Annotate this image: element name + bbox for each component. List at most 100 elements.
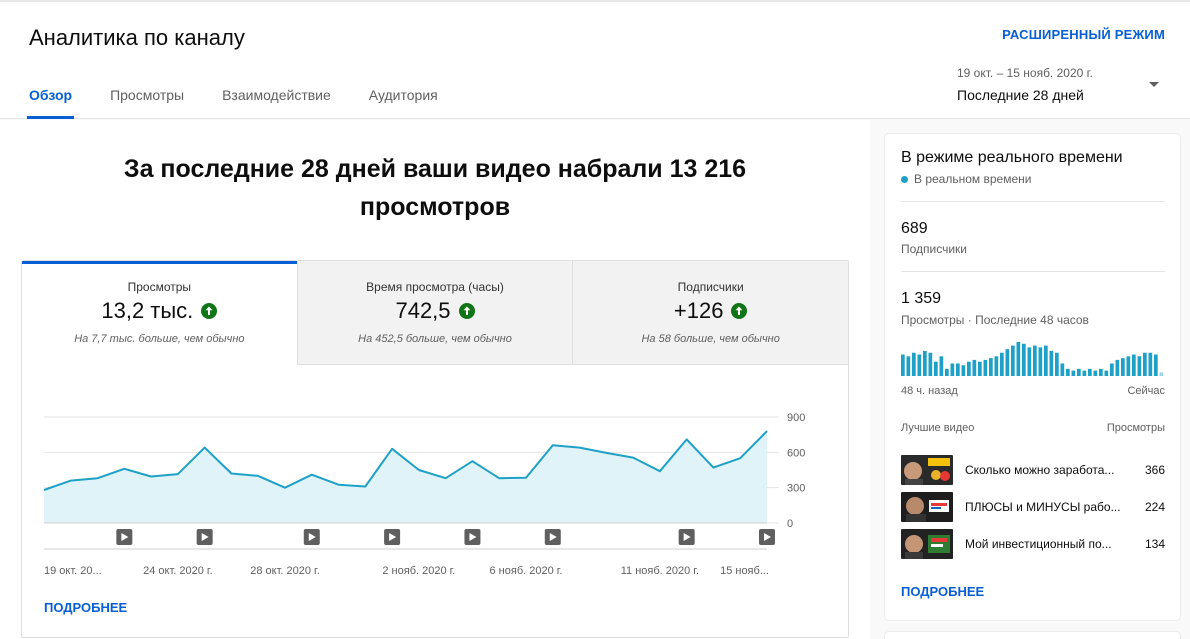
hourly-bar xyxy=(1148,352,1153,376)
hourly-bar xyxy=(978,361,982,376)
realtime-more-button[interactable]: ПОДРОБНЕЕ xyxy=(901,584,985,599)
arrow-up-icon xyxy=(458,303,475,319)
hourly-bar xyxy=(1159,372,1164,376)
hourly-bar xyxy=(1055,352,1059,376)
hourly-bar xyxy=(1066,368,1070,376)
views-column-label: Просмотры xyxy=(1106,422,1165,434)
tab-engagement[interactable]: Взаимодействие xyxy=(222,87,331,103)
metric-label: Время просмотра (часы) xyxy=(366,280,504,294)
metric-label: Просмотры xyxy=(127,280,192,294)
hourly-bar xyxy=(1104,370,1109,376)
metrics-card: Просмотры 13,2 тыс. На 7,7 тыс. больше, … xyxy=(21,260,849,638)
x-tick-label: 2 нояб. 2020 г. xyxy=(382,565,455,577)
hourly-bar xyxy=(1143,352,1147,376)
hourly-bar xyxy=(967,361,971,376)
main-panel: За последние 28 дней ваши видео набрали … xyxy=(0,120,870,639)
hourly-bar xyxy=(906,356,911,376)
hourly-bar xyxy=(928,352,933,376)
hourly-bar xyxy=(1093,370,1098,376)
x-tick-label: 15 нояб... xyxy=(720,565,769,577)
header: Аналитика по каналу РАСШИРЕННЫЙ РЕЖИМ Об… xyxy=(0,0,1190,119)
subscribers-count: 689 xyxy=(901,220,928,237)
secondary-panel xyxy=(885,632,1180,639)
metric-tab-views[interactable]: Просмотры 13,2 тыс. На 7,7 тыс. больше, … xyxy=(22,261,298,365)
hourly-bar xyxy=(912,352,916,376)
play-icon xyxy=(549,533,557,541)
video-views: 366 xyxy=(1144,463,1165,477)
hourly-views-chart[interactable] xyxy=(901,342,1165,376)
period-selector[interactable]: 19 окт. – 15 нояб. 2020 г. Последние 28 … xyxy=(957,66,1167,103)
hourly-bar xyxy=(1011,345,1015,376)
hourly-bar xyxy=(1049,350,1054,376)
views-label: Просмотры · Последние 48 часов xyxy=(901,313,1089,327)
top-divider xyxy=(0,0,1190,2)
video-thumbnail xyxy=(901,529,953,559)
hourly-bar xyxy=(945,368,949,376)
tab-audience[interactable]: Аудитория xyxy=(368,87,438,103)
hourly-bar xyxy=(1099,368,1103,376)
period-range: 19 окт. – 15 нояб. 2020 г. xyxy=(957,66,1093,80)
metric-note: На 452,5 больше, чем обычно xyxy=(358,333,512,345)
views-chart[interactable]: 0 300 600 900 19 окт. 20... 24 окт. 2020 г. 28… xyxy=(22,365,849,595)
tab-views[interactable]: Просмотры xyxy=(110,87,185,103)
tab-bar: Обзор Просмотры Взаимодействие Аудитория xyxy=(26,87,476,119)
y-tick-label: 900 xyxy=(787,412,805,424)
metric-note: На 7,7 тыс. больше, чем обычно xyxy=(74,333,245,345)
metric-value: 742,5 xyxy=(395,298,451,323)
metric-tab-watch-time[interactable]: Время просмотра (часы) 742,5 На 452,5 бо… xyxy=(297,261,574,365)
top-video-row[interactable]: Мой инвестиционный по... 134 xyxy=(901,528,1165,560)
hourly-bar xyxy=(989,358,993,376)
play-icon xyxy=(469,533,477,541)
x-tick-label: 24 окт. 2020 г. xyxy=(143,565,213,577)
hourly-bar xyxy=(1132,354,1136,376)
hourly-bar xyxy=(1126,356,1131,376)
y-tick-label: 600 xyxy=(787,447,805,459)
video-title: ПЛЮСЫ и МИНУСЫ рабо... xyxy=(965,500,1121,514)
metric-tabs: Просмотры 13,2 тыс. На 7,7 тыс. больше, … xyxy=(22,261,848,365)
hourly-bar xyxy=(950,363,955,376)
views-count: 1 359 xyxy=(901,290,942,307)
metric-value-row: 13,2 тыс. xyxy=(101,298,218,324)
hourly-bar xyxy=(939,356,944,376)
top-videos-label: Лучшие видео xyxy=(901,422,975,434)
top-video-row[interactable]: Сколько можно заработа... 366 xyxy=(901,454,1165,486)
x-tick-label: 28 окт. 2020 г. xyxy=(250,565,320,577)
tab-overview[interactable]: Обзор xyxy=(26,87,75,119)
metric-value: +126 xyxy=(673,298,724,323)
period-label: Последние 28 дней xyxy=(957,87,1084,103)
hourly-bar xyxy=(961,365,966,376)
play-icon xyxy=(201,533,209,541)
caret-down-icon[interactable] xyxy=(1149,82,1159,87)
axis-end-label: Сейчас xyxy=(1127,385,1165,397)
divider xyxy=(901,271,1165,272)
play-icon xyxy=(683,533,691,541)
metric-value-row: +126 xyxy=(674,298,748,324)
video-views: 134 xyxy=(1144,537,1165,551)
video-title: Сколько можно заработа... xyxy=(965,463,1115,477)
play-icon xyxy=(389,533,397,541)
metric-value-row: 742,5 xyxy=(395,298,475,324)
series-line xyxy=(43,430,768,491)
advanced-mode-button[interactable]: РАСШИРЕННЫЙ РЕЖИМ xyxy=(1002,27,1165,42)
hourly-bar xyxy=(1038,347,1043,376)
hourly-bar xyxy=(972,359,977,376)
metric-value: 13,2 тыс. xyxy=(101,298,194,323)
arrow-up-icon xyxy=(731,303,748,319)
play-icon xyxy=(764,533,771,541)
metric-tab-subscribers[interactable]: Подписчики +126 На 58 больше, чем обычно xyxy=(573,261,848,365)
hourly-bar xyxy=(1033,345,1037,376)
more-button[interactable]: ПОДРОБНЕЕ xyxy=(44,600,128,615)
play-icon xyxy=(308,533,316,541)
top-video-row[interactable]: ПЛЮСЫ и МИНУСЫ рабо... 224 xyxy=(901,491,1165,523)
hourly-bar xyxy=(1115,359,1120,376)
metric-label: Подписчики xyxy=(677,280,744,294)
hourly-bar xyxy=(901,354,905,376)
arrow-up-icon xyxy=(201,303,218,319)
metric-note: На 58 больше, чем обычно xyxy=(641,333,780,345)
realtime-panel: В режиме реального времени В реальном вр… xyxy=(885,134,1180,620)
page-title: Аналитика по каналу xyxy=(29,25,245,50)
hourly-bar xyxy=(1022,343,1026,376)
hourly-bar xyxy=(1000,352,1004,376)
x-tick-label: 19 окт. 20... xyxy=(44,565,102,577)
hourly-bar xyxy=(956,363,960,376)
